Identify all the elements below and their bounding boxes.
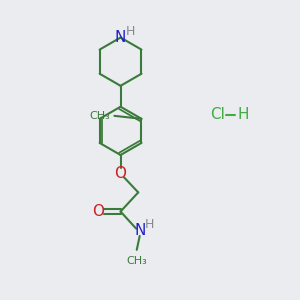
- Text: H: H: [237, 107, 248, 122]
- Text: H: H: [144, 218, 154, 231]
- Text: Cl: Cl: [210, 107, 225, 122]
- Text: CH₃: CH₃: [90, 111, 110, 121]
- Text: O: O: [115, 166, 127, 181]
- Text: H: H: [125, 25, 135, 38]
- Text: O: O: [92, 204, 104, 219]
- Text: N: N: [115, 30, 126, 45]
- Text: N: N: [134, 223, 146, 238]
- Text: CH₃: CH₃: [126, 256, 147, 266]
